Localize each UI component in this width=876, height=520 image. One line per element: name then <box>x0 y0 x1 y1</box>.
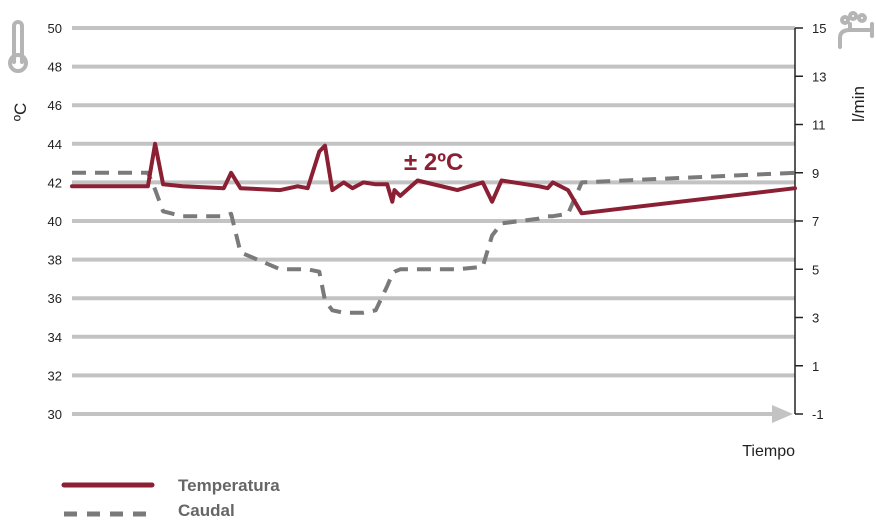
y-tick-label: 40 <box>48 214 62 229</box>
y-tick-label: 44 <box>48 137 62 152</box>
y-tick-label: 42 <box>48 175 62 190</box>
legend-label-temperatura: Temperatura <box>178 476 280 495</box>
y-tick-label: 34 <box>48 330 62 345</box>
faucet-icon <box>838 11 874 49</box>
x-axis <box>72 405 793 423</box>
y-tick-label: 30 <box>48 407 62 422</box>
tolerance-annotation: ± 2ºC <box>404 149 463 176</box>
y2-tick-label: -1 <box>812 407 824 422</box>
thermometer-icon <box>8 20 28 73</box>
y-tick-label: 36 <box>48 291 62 306</box>
x-axis-arrow-icon <box>772 405 793 423</box>
y2-tick-label: 7 <box>812 214 819 229</box>
series-caudal <box>72 170 796 315</box>
legend: Temperatura Caudal <box>61 476 280 520</box>
left-axis-ticks: 30 32 34 36 38 40 42 44 46 48 50 <box>48 21 62 422</box>
y-tick-label: 46 <box>48 98 62 113</box>
legend-label-caudal: Caudal <box>178 501 235 520</box>
y2-tick-label: 9 <box>812 166 819 181</box>
y-tick-label: 38 <box>48 253 62 268</box>
chart-series <box>70 141 797 315</box>
y2-tick-label: 3 <box>812 311 819 326</box>
y-tick-label: 32 <box>48 368 62 383</box>
right-axis-label: l/min <box>849 86 868 122</box>
y-tick-label: 48 <box>48 60 62 75</box>
y2-tick-label: 5 <box>812 262 819 277</box>
y2-tick-label: 15 <box>812 21 826 36</box>
y2-tick-label: 13 <box>812 69 826 84</box>
series-temperatura <box>70 141 797 216</box>
y-tick-label: 50 <box>48 21 62 36</box>
y2-tick-label: 1 <box>812 359 819 374</box>
x-axis-label: Tiempo <box>742 443 795 460</box>
left-axis-label: ºC <box>11 103 30 122</box>
y2-tick-label: 11 <box>812 118 826 133</box>
